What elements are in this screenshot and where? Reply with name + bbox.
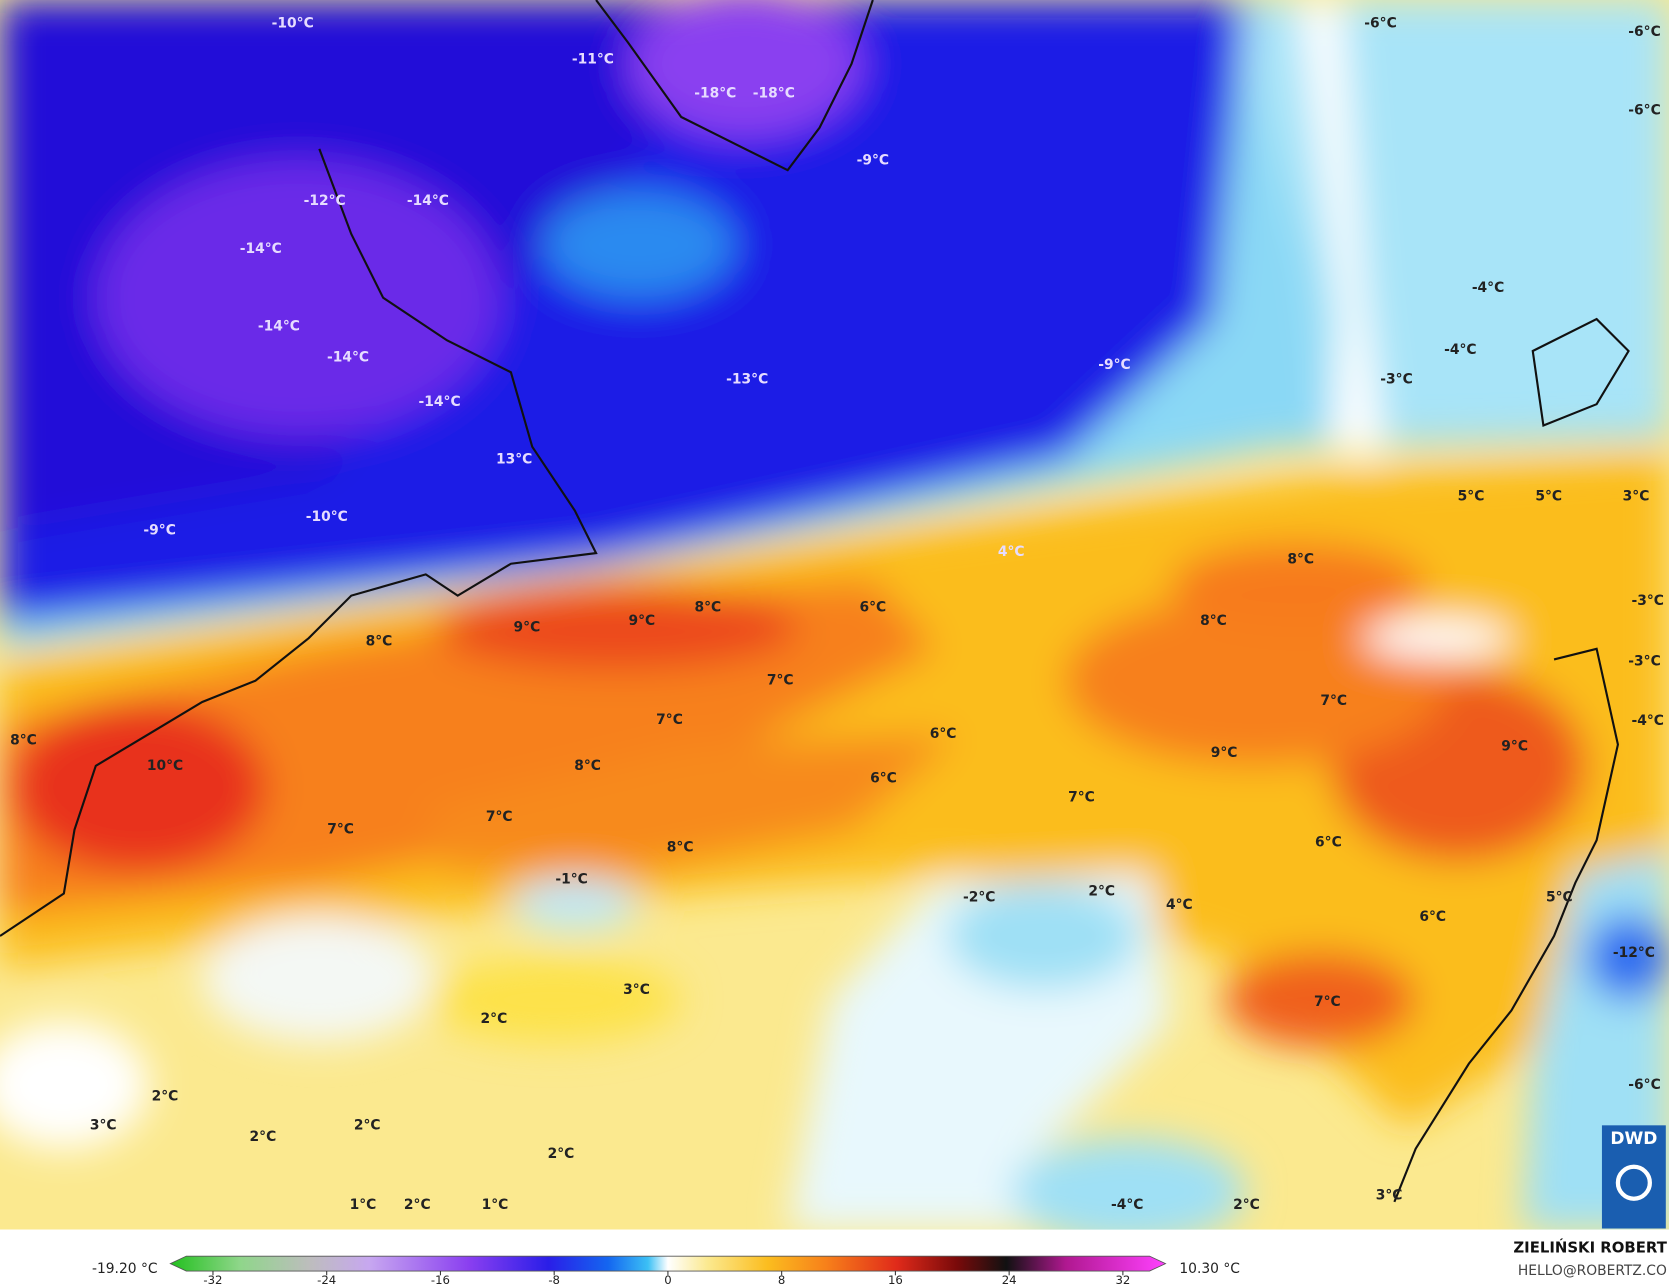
colorbar-tick-label: -32: [203, 1273, 222, 1287]
dwd-logo-swirl: [1615, 1164, 1652, 1201]
colorbar-gradient: [169, 1255, 1167, 1272]
temperature-label: 8°C: [366, 633, 393, 649]
temperature-label: -6°C: [1628, 24, 1660, 40]
contact: HELLO@ROBERTZ.CO: [1518, 1263, 1667, 1279]
temperature-label: 9°C: [1501, 739, 1528, 755]
temperature-label: 7°C: [1068, 790, 1095, 806]
temperature-label: 4°C: [998, 544, 1025, 560]
temperature-label: 5°C: [1535, 489, 1562, 505]
temperature-label: -14°C: [258, 319, 300, 335]
temperature-label: 13°C: [496, 451, 532, 467]
temperature-label: 8°C: [694, 599, 721, 615]
dwd-logo-text: DWD: [1610, 1129, 1657, 1149]
temperature-label: -3°C: [1628, 654, 1660, 670]
temperature-label: 6°C: [930, 726, 957, 742]
temperature-label: -6°C: [1364, 15, 1396, 31]
colorbar-tick-label: 24: [1002, 1273, 1017, 1287]
temperature-label: -14°C: [407, 193, 449, 209]
temperature-label: -4°C: [1631, 713, 1663, 729]
temperature-label: 10°C: [147, 758, 183, 774]
temperature-label: 2°C: [548, 1146, 575, 1162]
temperature-label: 6°C: [859, 599, 886, 615]
colorbar: -32 -24 -16 -8 0 8 16 24 32: [169, 1255, 1167, 1287]
temperature-label: -6°C: [1628, 1077, 1660, 1093]
temperature-label: -4°C: [1111, 1197, 1143, 1213]
temperature-label: 6°C: [870, 771, 897, 787]
temperature-label: 6°C: [1315, 834, 1342, 850]
temperature-label: -12°C: [304, 193, 346, 209]
temperature-label: -9°C: [857, 153, 889, 169]
colorbar-tick-label: -24: [317, 1273, 336, 1287]
temperature-label: 2°C: [250, 1129, 277, 1145]
temperature-label: 8°C: [1200, 613, 1227, 629]
temperature-label: -4°C: [1472, 280, 1504, 296]
temperature-label: -9°C: [143, 523, 175, 539]
temperature-label: 7°C: [486, 809, 513, 825]
temperature-label: 3°C: [1623, 489, 1650, 505]
temperature-label: -14°C: [240, 241, 282, 257]
temperature-label: -18°C: [753, 86, 795, 102]
temperature-label: -4°C: [1444, 342, 1476, 358]
colorbar-tick-label: 16: [888, 1273, 903, 1287]
temperature-label: 9°C: [514, 620, 541, 636]
coastlines: [0, 0, 1630, 1203]
map-labels: -10°C -11°C -18°C -18°C -6°C -6°C -6°C -9°C -12°…: [10, 15, 1664, 1213]
temperature-label: 9°C: [628, 613, 655, 629]
temperature-label: 5°C: [1546, 890, 1573, 906]
temperature-label: 2°C: [481, 1011, 508, 1027]
temperature-label: -3°C: [1380, 372, 1412, 388]
temperature-label: 3°C: [1376, 1188, 1403, 1204]
dwd-logo: [1601, 1125, 1666, 1229]
temperature-label: -9°C: [1098, 357, 1130, 373]
temperature-label: -1°C: [555, 872, 587, 888]
temperature-label: 8°C: [667, 840, 694, 856]
temperature-label: -18°C: [694, 86, 736, 102]
temperature-label: 7°C: [656, 712, 683, 728]
temperature-label: -10°C: [272, 15, 314, 31]
temperature-label: 9°C: [1211, 745, 1238, 761]
temperature-label: -2°C: [963, 890, 995, 906]
colorbar-tick-label: 0: [664, 1273, 671, 1287]
temperature-label: 1°C: [482, 1197, 509, 1213]
temperature-label: 2°C: [354, 1117, 381, 1133]
temperature-field: [0, 0, 1669, 1230]
temperature-label: 7°C: [1320, 693, 1347, 709]
temperature-label: 7°C: [1314, 994, 1341, 1010]
temperature-label: 2°C: [404, 1197, 431, 1213]
temperature-label: -11°C: [572, 52, 614, 68]
temperature-label: 2°C: [152, 1089, 179, 1105]
temperature-label: 8°C: [10, 732, 37, 748]
colorbar-tick-label: -16: [431, 1273, 450, 1287]
temperature-label: -14°C: [419, 394, 461, 410]
temperature-label: 8°C: [574, 758, 601, 774]
temperature-label: 2°C: [1233, 1197, 1260, 1213]
temperature-label: 3°C: [623, 982, 650, 998]
temperature-label: -12°C: [1613, 945, 1655, 961]
temperature-label: 4°C: [1166, 897, 1193, 913]
temperature-label: 7°C: [327, 822, 354, 838]
temperature-label: 2°C: [1088, 883, 1115, 899]
temperature-label: -3°C: [1631, 593, 1663, 609]
colorbar-tick-label: -8: [548, 1273, 560, 1287]
temperature-label: 5°C: [1458, 489, 1485, 505]
colorbar-max-label: 10.30 °C: [1179, 1261, 1240, 1277]
temperature-label: -10°C: [306, 509, 348, 525]
temperature-label: 3°C: [90, 1117, 117, 1133]
colorbar-tick-label: 32: [1115, 1273, 1130, 1287]
temperature-label: 8°C: [1287, 551, 1314, 567]
temperature-label: -14°C: [327, 349, 369, 365]
author: ZIELIŃSKI ROBERT: [1513, 1239, 1667, 1257]
colorbar-tick-label: 8: [778, 1273, 785, 1287]
temperature-label: -6°C: [1628, 103, 1660, 119]
temperature-label: 1°C: [350, 1197, 377, 1213]
temperature-label: -13°C: [726, 372, 768, 388]
temperature-label: 7°C: [767, 673, 794, 689]
temperature-label: 6°C: [1419, 909, 1446, 925]
colorbar-min-label: -19.20 °C: [92, 1261, 158, 1277]
